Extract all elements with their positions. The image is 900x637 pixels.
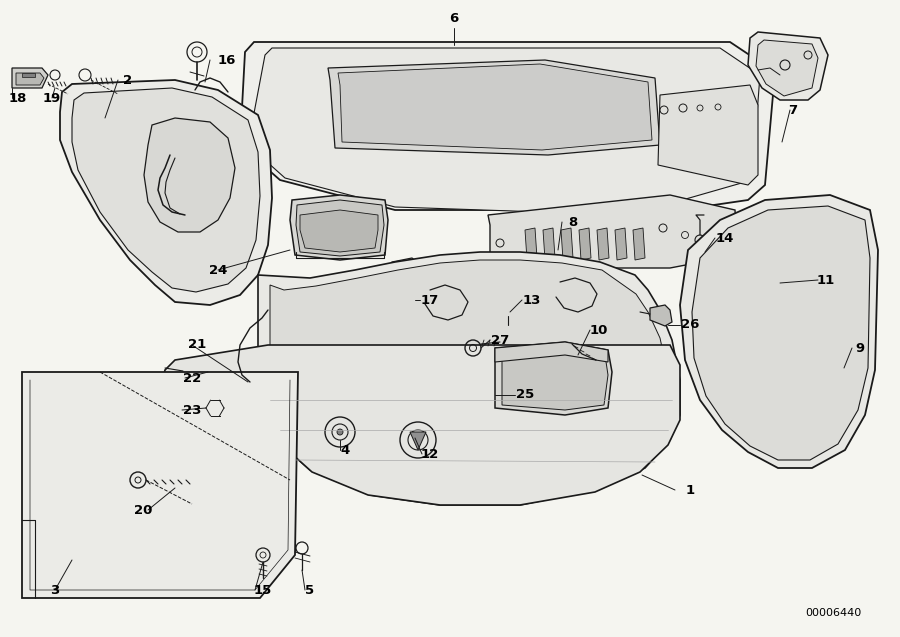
Text: 17: 17 [421,294,439,306]
Polygon shape [22,372,298,598]
Text: 23: 23 [183,403,202,417]
Text: 00006440: 00006440 [806,608,862,618]
Polygon shape [783,260,808,279]
Polygon shape [300,210,378,252]
Text: 2: 2 [123,73,132,87]
Text: 10: 10 [590,324,608,336]
Text: 12: 12 [421,448,439,461]
Polygon shape [410,432,426,450]
Polygon shape [328,60,660,155]
Polygon shape [390,258,420,292]
Polygon shape [488,195,738,268]
Text: 18: 18 [9,92,27,104]
Polygon shape [615,228,627,260]
Polygon shape [748,32,828,100]
Polygon shape [258,252,680,505]
Polygon shape [12,68,48,88]
Polygon shape [692,206,870,460]
Polygon shape [72,88,260,292]
Polygon shape [495,342,608,362]
Text: 20: 20 [134,503,152,517]
Text: 11: 11 [817,273,835,287]
Text: 26: 26 [680,318,699,331]
Polygon shape [502,348,608,410]
Polygon shape [296,200,384,256]
Circle shape [337,429,343,435]
Polygon shape [495,342,612,415]
Text: 8: 8 [569,215,578,229]
Text: 22: 22 [183,371,201,385]
Text: 9: 9 [855,341,865,355]
Polygon shape [393,262,417,283]
Polygon shape [22,73,35,77]
Text: 3: 3 [50,583,59,596]
Text: 24: 24 [209,264,227,276]
Text: 27: 27 [491,334,509,347]
Polygon shape [248,48,760,215]
Polygon shape [240,42,775,218]
Polygon shape [658,85,758,185]
Polygon shape [543,228,555,260]
Polygon shape [270,260,668,497]
Polygon shape [160,345,680,505]
Polygon shape [650,305,672,326]
Polygon shape [338,64,652,150]
Polygon shape [525,228,537,260]
Polygon shape [780,255,812,282]
Polygon shape [680,195,878,468]
Text: 19: 19 [43,92,61,104]
Polygon shape [561,228,573,260]
Polygon shape [60,80,272,305]
Polygon shape [290,195,388,260]
Polygon shape [597,228,609,260]
Text: 4: 4 [340,443,349,457]
Polygon shape [579,228,591,260]
Text: 13: 13 [523,294,541,306]
Text: 5: 5 [305,583,315,596]
Text: 6: 6 [449,11,459,24]
Text: 14: 14 [716,231,734,245]
Text: 25: 25 [516,389,534,401]
Polygon shape [633,228,645,260]
Polygon shape [144,118,235,232]
Text: 7: 7 [788,103,797,117]
Circle shape [212,369,218,375]
Text: 21: 21 [188,338,206,352]
Polygon shape [756,40,818,96]
Polygon shape [16,73,44,85]
Text: 16: 16 [218,54,236,66]
Polygon shape [183,368,192,376]
Text: 15: 15 [254,583,272,596]
Text: 1: 1 [686,483,695,496]
